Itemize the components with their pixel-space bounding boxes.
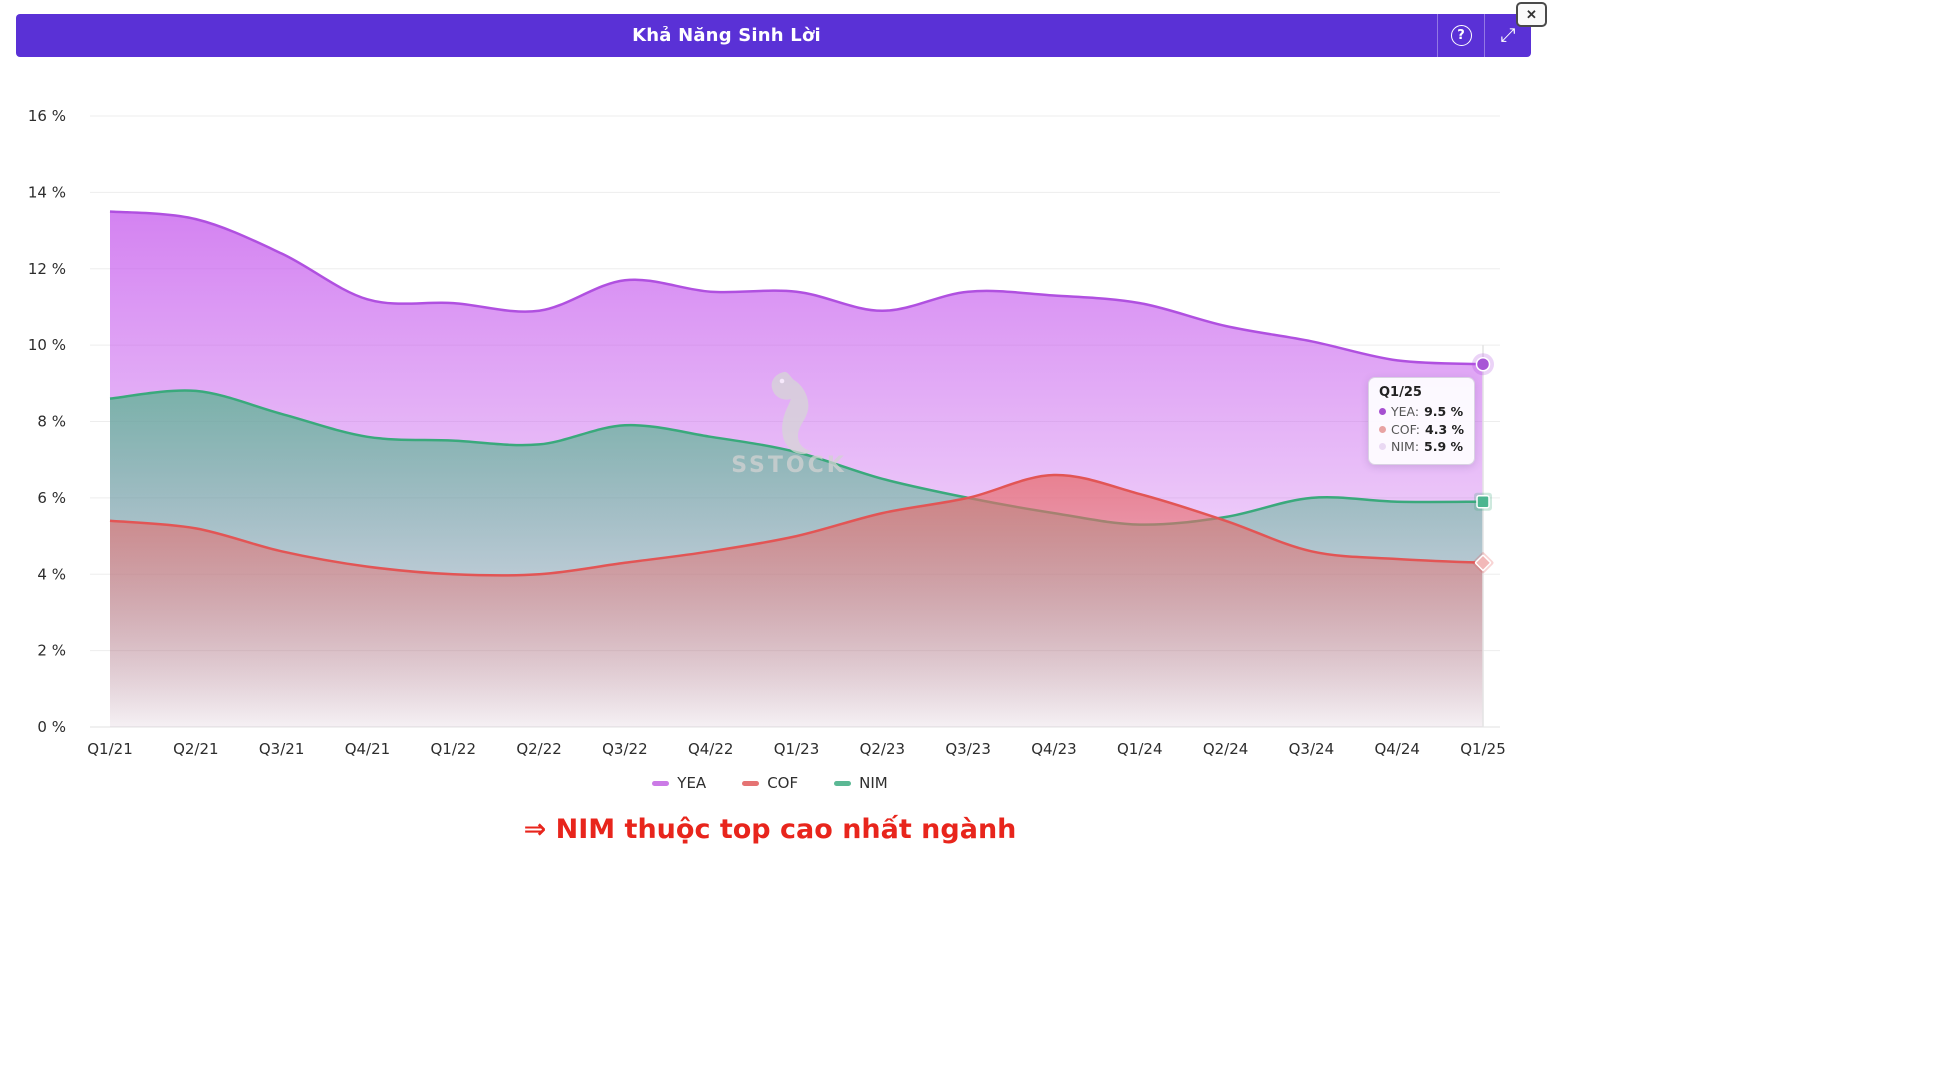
tooltip-series-value: 9.5 % [1424,404,1464,419]
y-axis-label: 12 % [28,260,66,278]
close-button[interactable]: ✕ [1516,2,1547,27]
watermark-logo [771,371,812,455]
expand-icon: ⤢ [1500,24,1516,46]
legend-swatch-icon [742,780,760,786]
tooltip-row-yea: YEA: 9.5 % [1379,403,1464,421]
tooltip-title: Q1/25 [1379,385,1422,400]
x-axis-label: Q3/22 [602,740,648,758]
legend-item-cof[interactable]: COF [742,774,798,792]
legend-label: COF [767,774,799,792]
marker-cof [1474,554,1492,571]
x-axis-label: Q3/24 [1289,740,1335,758]
tooltip-dot [1379,443,1386,451]
y-axis-label: 14 % [28,183,66,201]
tooltip-dot [1379,408,1386,416]
x-axis-label: Q4/23 [1031,740,1077,758]
x-axis-label: Q3/21 [259,740,305,758]
x-axis-label: Q1/22 [431,740,477,758]
watermark-text: SSTOCK [731,453,847,478]
y-axis-label: 4 % [37,565,66,583]
x-axis-label: Q4/24 [1374,740,1420,758]
x-axis-label: Q4/22 [688,740,734,758]
expand-button[interactable]: ⤢ [1484,14,1531,57]
legend-item-nim[interactable]: NIM [834,774,888,792]
area-cof [110,474,1483,727]
watermark: SSTOCK [731,371,847,478]
tooltip-series-value: 4.3 % [1425,421,1465,437]
tooltip-row-nim: NIM: 5.9 % [1379,438,1464,456]
y-axis-label: 6 % [37,489,66,507]
insight-note-text: ⇒ NIM thuộc top cao nhất ngành [523,814,1017,845]
y-axis-label: 16 % [28,107,66,125]
legend-swatch-icon [834,780,852,786]
marker-yea [1475,356,1491,372]
y-axis-label: 10 % [28,336,66,354]
y-axis-label: 2 % [37,642,66,660]
x-axis-label: Q1/25 [1460,740,1506,758]
tooltip-series-label: COF: [1391,421,1420,437]
header-actions: ? ⤢ [1437,14,1531,57]
close-icon: ✕ [1526,6,1537,22]
x-axis-label: Q1/21 [87,740,133,758]
legend-label: NIM [859,774,888,792]
y-axis-label: 8 % [37,413,66,431]
x-axis-label: Q4/21 [345,740,391,758]
marker-nim [1476,494,1490,509]
line-yea [109,210,1484,366]
legend-swatch-icon [652,780,670,786]
tooltip-dot [1379,425,1386,433]
x-axis-label: Q2/23 [860,740,906,758]
chart-tooltip: Q1/25 YEA: 9.5 % COF: 4.3 % NIM: 5.9 % [1368,377,1476,465]
x-axis-label: Q2/22 [516,740,562,758]
help-button[interactable]: ? [1437,14,1484,57]
x-axis-label: Q3/23 [945,740,991,758]
legend-label: YEA [677,774,707,792]
tooltip-series-value: 5.9 % [1424,439,1464,454]
tooltip-rows: YEA: 9.5 % COF: 4.3 % NIM: 5.9 % [1379,403,1464,456]
legend-item-yea[interactable]: YEA [652,774,706,792]
tooltip-series-label: YEA: [1391,404,1420,419]
chart-legend: YEA COF NIM [0,774,1540,792]
x-axis-label: Q2/24 [1203,740,1249,758]
tooltip-series-label: NIM: [1391,439,1420,454]
tooltip-row-cof: COF: 4.3 % [1379,421,1464,439]
y-axis-label: 0 % [37,718,66,736]
line-cof [109,473,1484,577]
insight-note: ⇒ NIM thuộc top cao nhất ngành [0,814,1540,845]
x-axis-label: Q1/24 [1117,740,1163,758]
widget-title: Khả Năng Sinh Lời [632,25,821,46]
x-axis-label: Q2/21 [173,740,219,758]
help-icon: ? [1450,25,1472,46]
widget-header: Khả Năng Sinh Lời ? ⤢ [16,14,1531,57]
profitability-chart[interactable]: 0 % 2 % 4 % 6 % 8 % 10 % 12 % 14 % 16 % Q1/21 Q2/2… [0,0,1540,770]
x-axis-label: Q1/23 [774,740,820,758]
